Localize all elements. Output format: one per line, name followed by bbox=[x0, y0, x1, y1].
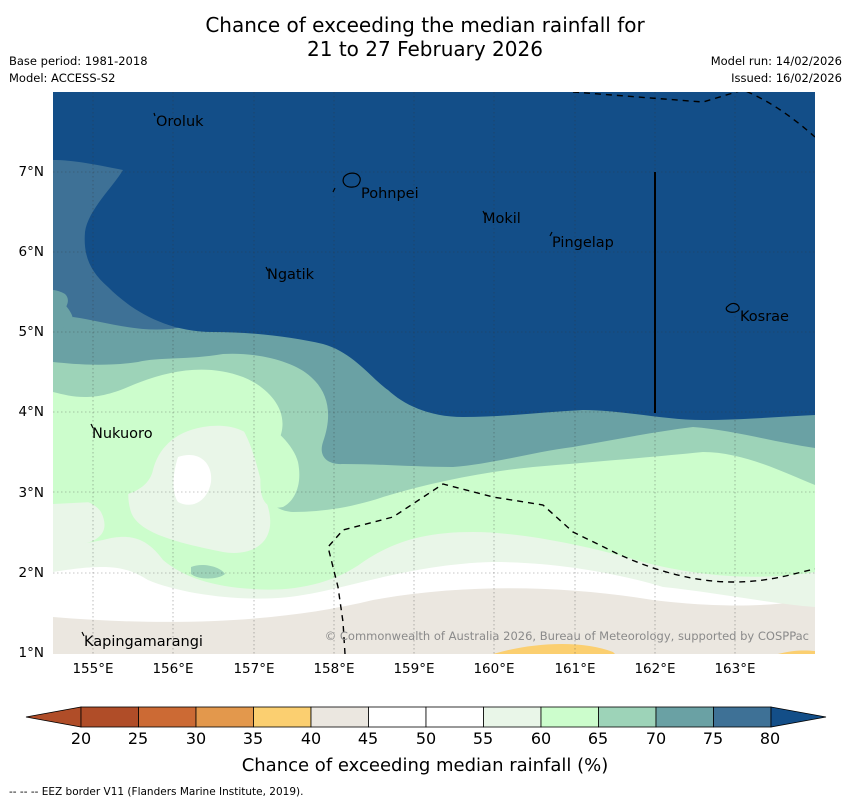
copyright-notice: © Commonwealth of Australia 2026, Bureau… bbox=[325, 629, 809, 643]
colorbar-segment bbox=[598, 706, 657, 728]
x-tick-163e: 163°E bbox=[714, 661, 756, 677]
band-55-60-inner bbox=[53, 418, 271, 553]
label-nukuoro: Nukuoro bbox=[92, 426, 153, 442]
cbar-tick-45: 45 bbox=[357, 729, 379, 748]
eez-borders bbox=[327, 92, 815, 654]
y-tick-7n: 7°N bbox=[18, 164, 44, 180]
colorbar-extend-low bbox=[25, 706, 82, 728]
island-markers bbox=[81, 112, 740, 637]
colorbar-segment bbox=[713, 706, 772, 728]
kosrae-outline bbox=[725, 302, 740, 313]
colorbar bbox=[25, 706, 827, 728]
band-65-70-patch bbox=[191, 564, 225, 579]
label-kosrae: Kosrae bbox=[740, 309, 789, 325]
map: Oroluk Pohnpei Mokil Pingelap Ngatik Kos… bbox=[53, 92, 815, 654]
colorbar-segment bbox=[195, 706, 254, 728]
colorbar-title: Chance of exceeding median rainfall (%) bbox=[241, 755, 609, 776]
y-tick-5n: 5°N bbox=[18, 324, 44, 340]
eez-border-south bbox=[327, 483, 815, 654]
title-line-2: 21 to 27 February 2026 bbox=[307, 37, 543, 61]
cbar-tick-80: 80 bbox=[759, 729, 781, 748]
cbar-tick-60: 60 bbox=[530, 729, 552, 748]
y-tick-1n: 1°N bbox=[18, 645, 44, 661]
colorbar-extend-high bbox=[770, 706, 827, 728]
y-tick-3n: 3°N bbox=[18, 485, 44, 501]
x-tick-159e: 159°E bbox=[393, 661, 435, 677]
band-35-40 bbox=[493, 643, 815, 654]
model-name: Model: ACCESS-S2 bbox=[9, 71, 116, 85]
cbar-tick-25: 25 bbox=[127, 729, 149, 748]
cbar-tick-50: 50 bbox=[415, 729, 437, 748]
cbar-tick-30: 30 bbox=[185, 729, 207, 748]
footer-note: -- -- -- EEZ border V11 (Flanders Marine… bbox=[9, 786, 304, 798]
x-tick-157e: 157°E bbox=[233, 661, 275, 677]
x-tick-155e: 155°E bbox=[72, 661, 114, 677]
gridlines bbox=[53, 92, 815, 654]
cbar-tick-55: 55 bbox=[472, 729, 494, 748]
x-tick-162e: 162°E bbox=[634, 661, 676, 677]
colorbar-segment bbox=[80, 706, 139, 728]
colorbar-segment bbox=[138, 706, 197, 728]
cbar-tick-65: 65 bbox=[587, 729, 609, 748]
band-40-45 bbox=[53, 588, 815, 654]
label-pingelap: Pingelap bbox=[552, 235, 614, 251]
cbar-tick-20: 20 bbox=[70, 729, 92, 748]
issued-date: Issued: 16/02/2026 bbox=[731, 71, 842, 85]
eez-border-north bbox=[572, 92, 815, 138]
cbar-tick-75: 75 bbox=[702, 729, 724, 748]
map-svg: Oroluk Pohnpei Mokil Pingelap Ngatik Kos… bbox=[53, 92, 815, 654]
label-oroluk: Oroluk bbox=[156, 114, 204, 130]
label-kapingamarangi: Kapingamarangi bbox=[84, 634, 203, 650]
y-tick-4n: 4°N bbox=[18, 404, 44, 420]
chart-title: Chance of exceeding the median rainfall … bbox=[0, 13, 850, 61]
colorbar-segment bbox=[310, 706, 369, 728]
y-tick-2n: 2°N bbox=[18, 565, 44, 581]
title-line-1: Chance of exceeding the median rainfall … bbox=[205, 13, 645, 37]
x-tick-158e: 158°E bbox=[313, 661, 355, 677]
base-period: Base period: 1981-2018 bbox=[9, 54, 148, 68]
colorbar-segment bbox=[425, 706, 484, 728]
band-60-65-inner bbox=[53, 395, 300, 508]
band-above-80 bbox=[53, 92, 815, 420]
label-ngatik: Ngatik bbox=[267, 267, 315, 283]
label-pohnpei: Pohnpei bbox=[361, 186, 419, 202]
cbar-tick-40: 40 bbox=[300, 729, 322, 748]
metadata-left: Base period: 1981-2018 Model: ACCESS-S2 bbox=[9, 53, 148, 87]
band-70-75-west bbox=[53, 292, 73, 332]
x-tick-156e: 156°E bbox=[152, 661, 194, 677]
colorbar-segment bbox=[655, 706, 714, 728]
colorbar-segment bbox=[540, 706, 599, 728]
label-mokil: Mokil bbox=[483, 211, 521, 227]
colorbar-segment bbox=[253, 706, 312, 728]
x-tick-160e: 160°E bbox=[473, 661, 515, 677]
model-run: Model run: 14/02/2026 bbox=[710, 54, 842, 68]
pohnpei-outline bbox=[342, 172, 361, 188]
colorbar-segment bbox=[483, 706, 542, 728]
x-tick-161e: 161°E bbox=[554, 661, 596, 677]
cbar-tick-35: 35 bbox=[242, 729, 264, 748]
cbar-tick-70: 70 bbox=[645, 729, 667, 748]
y-tick-6n: 6°N bbox=[18, 244, 44, 260]
colorbar-segment bbox=[368, 706, 427, 728]
band-50-55-inner bbox=[173, 454, 212, 505]
metadata-right: Model run: 14/02/2026 Issued: 16/02/2026 bbox=[711, 53, 842, 87]
